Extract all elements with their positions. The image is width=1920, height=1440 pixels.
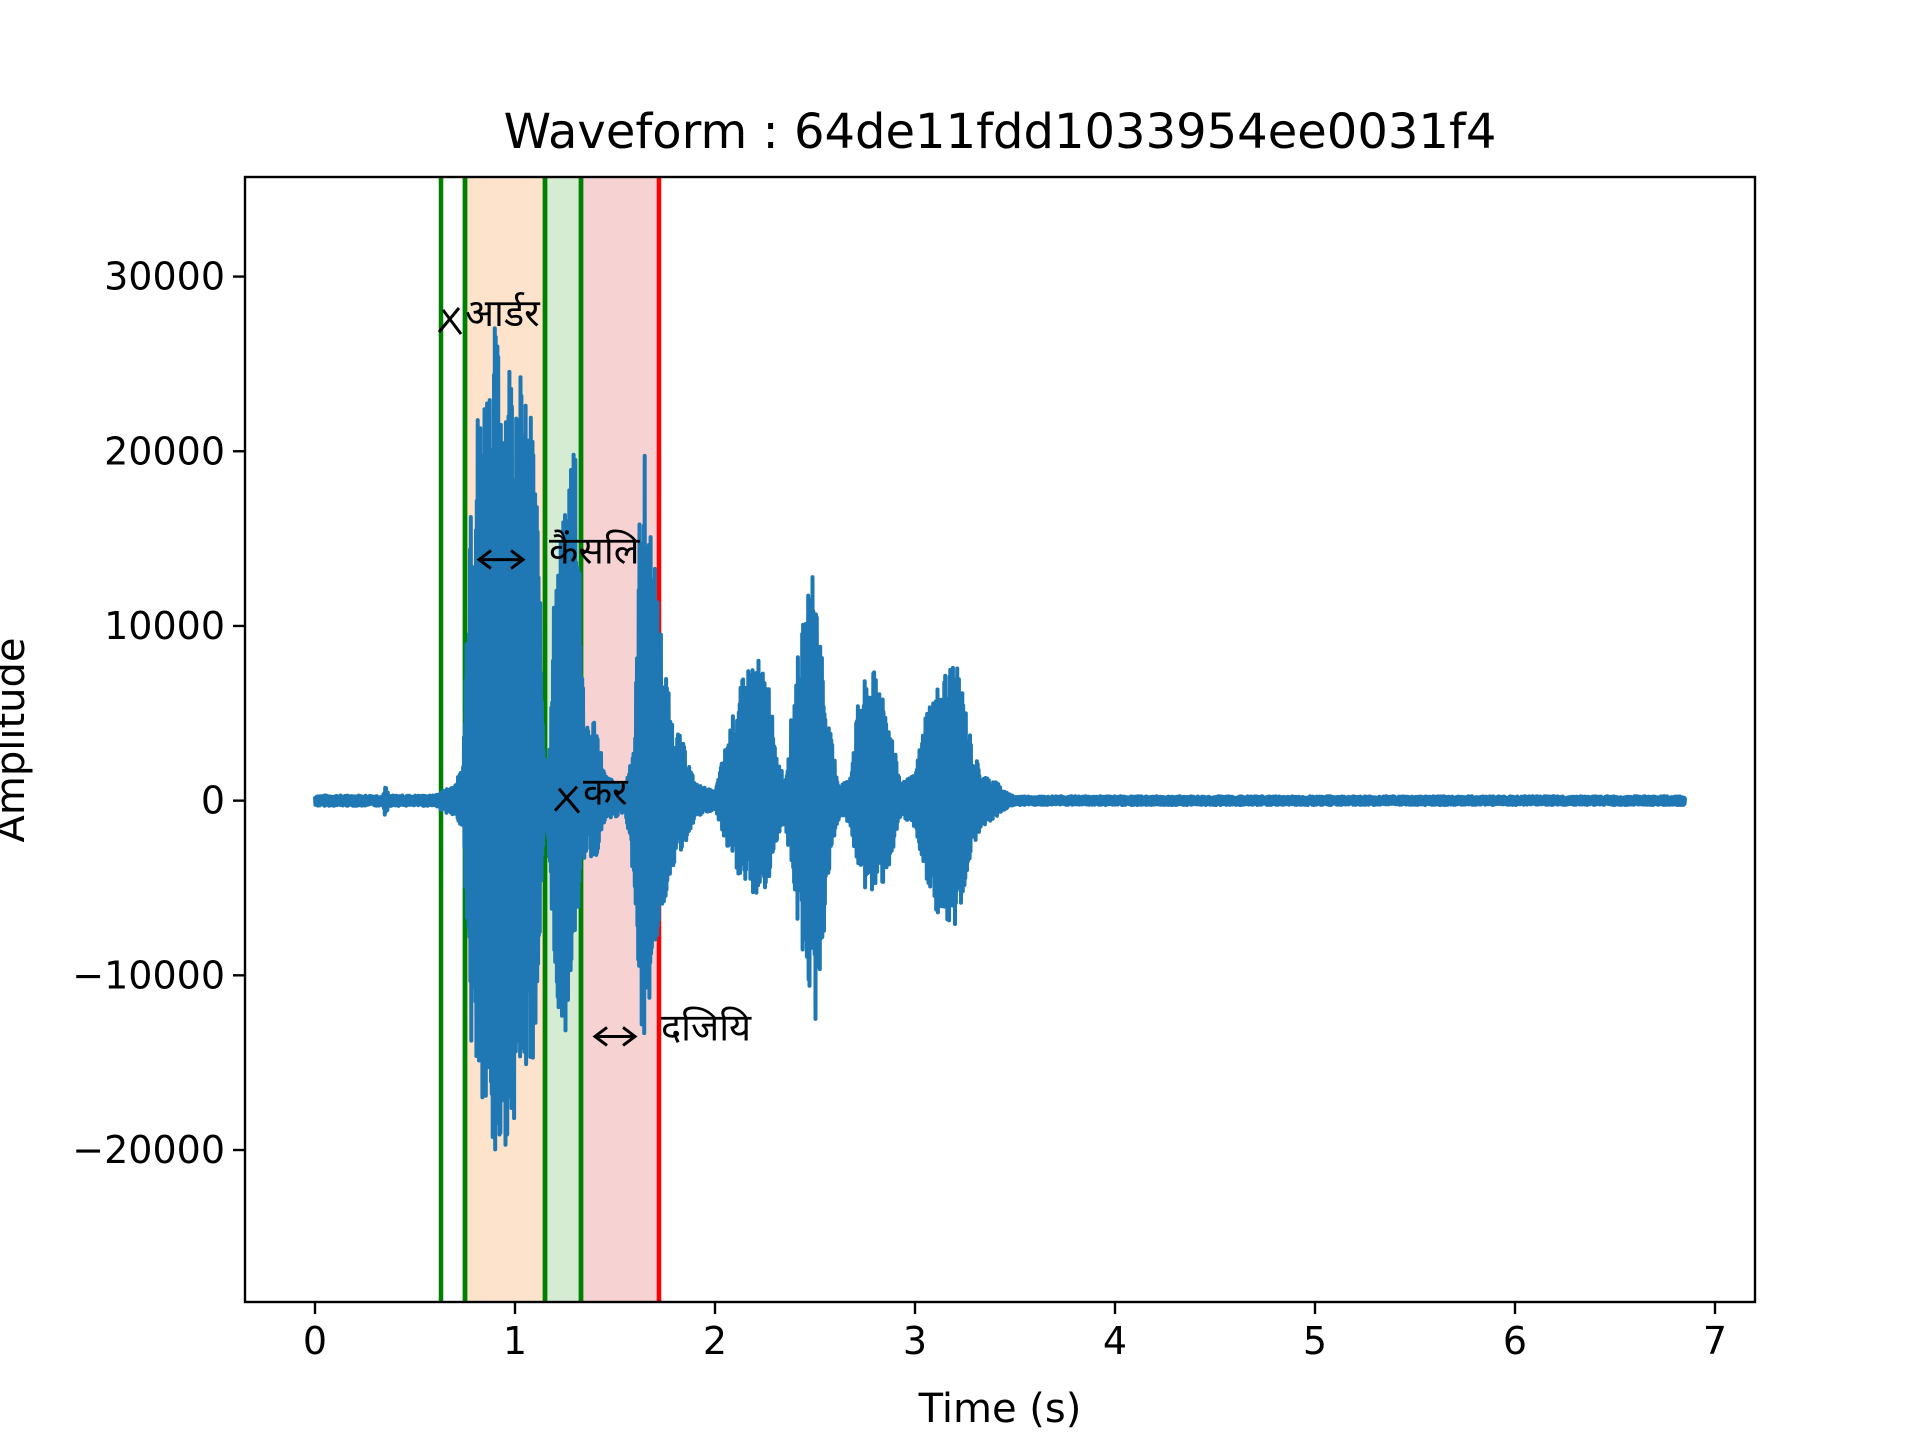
y-tick-label: 10000 (104, 604, 225, 648)
y-tick-label: −10000 (72, 953, 225, 997)
y-tick-label: −20000 (72, 1128, 225, 1172)
annotation-label: दजियि (661, 1005, 752, 1049)
annotation-arrowhead-right (510, 549, 526, 570)
annotation-connector (441, 309, 463, 335)
x-tick-label: 3 (903, 1319, 927, 1363)
y-tick-label: 0 (201, 779, 225, 823)
annotation-arrowhead-left (592, 1026, 608, 1047)
annotation-label: कैंसलि (549, 529, 641, 573)
y-axis-title: Amplitude (0, 638, 34, 843)
annotation-label: आर्डर (465, 291, 541, 335)
x-tick-label: 2 (703, 1319, 727, 1363)
word-annotation-3: दजियि (592, 1005, 752, 1049)
x-tick-label: 1 (503, 1319, 527, 1363)
plot-frame (243, 175, 1757, 1304)
chart-title: Waveform : 64de11fdd1033954ee0031f4 (504, 104, 1497, 160)
annotation-arrowhead-left (476, 549, 492, 570)
word-annotation-1: कैंसलि (476, 529, 641, 573)
x-tick-label: 5 (1303, 1319, 1327, 1363)
y-axis: −20000 −10000 0 10000 20000 30000 (72, 255, 245, 1172)
annotation-label: कर (583, 770, 629, 814)
annotation-layer: आर्डर कैंसलि कर दजियि (437, 291, 752, 1049)
x-tick-label: 6 (1503, 1319, 1527, 1363)
plot-area: आर्डर कैंसलि कर दजियि (243, 175, 1757, 1304)
annotation-arrowhead-right (622, 1026, 638, 1047)
x-tick-label: 0 (303, 1319, 327, 1363)
word-annotation-2: कर (553, 770, 629, 814)
x-axis-title: Time (s) (918, 1386, 1082, 1432)
x-tick-label: 4 (1103, 1319, 1127, 1363)
annotation-connector (557, 787, 581, 814)
x-axis: 0 1 2 3 4 5 6 7 (303, 1302, 1727, 1363)
x-tick-label: 7 (1703, 1319, 1727, 1363)
y-tick-label: 20000 (104, 429, 225, 473)
y-tick-label: 30000 (104, 255, 225, 299)
waveform-layer (313, 326, 1687, 1152)
word-annotation-0: आर्डर (437, 291, 541, 335)
waveform-line (313, 326, 1687, 1152)
